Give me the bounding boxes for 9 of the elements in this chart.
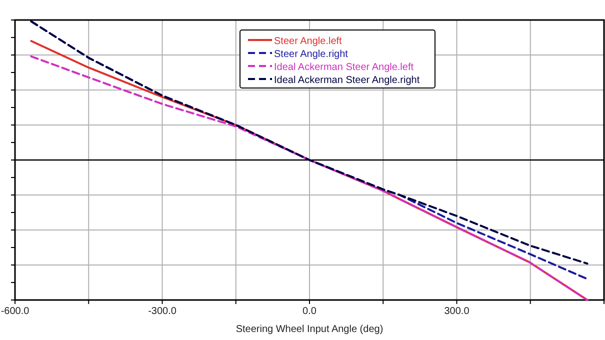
- legend-label: Steer Angle.left: [274, 36, 342, 47]
- x-tick-label: 300.0: [444, 306, 470, 317]
- legend-label: Ideal Ackerman Steer Angle.left: [274, 62, 414, 73]
- legend-label: Ideal Ackerman Steer Angle.right: [274, 75, 420, 86]
- x-tick-label: -600.0: [0, 306, 30, 317]
- legend-label: Steer Angle.right: [274, 49, 348, 60]
- x-tick-label: -300.0: [148, 306, 177, 317]
- x-tick-label: 0.0: [302, 306, 317, 317]
- x-axis-title: Steering Wheel Input Angle (deg): [236, 324, 384, 335]
